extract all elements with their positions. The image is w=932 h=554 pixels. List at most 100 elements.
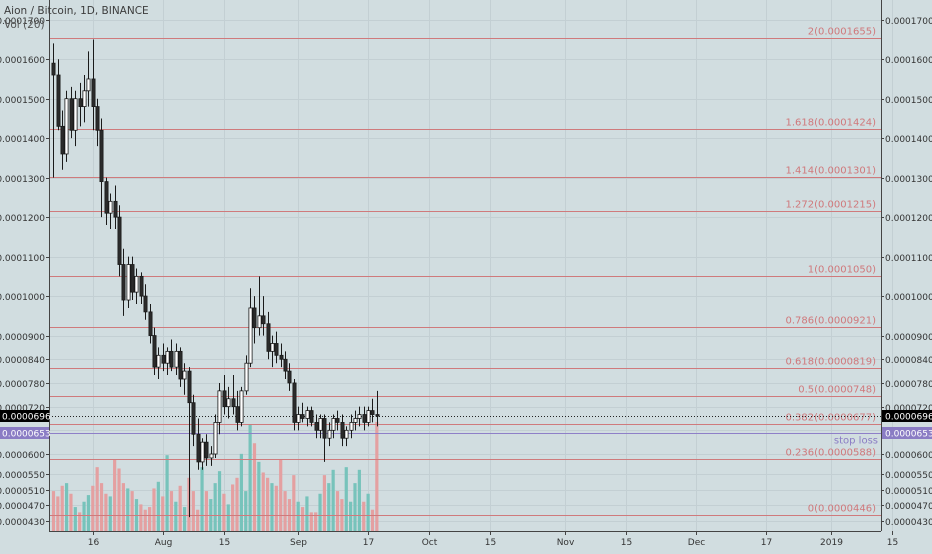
y-tick-label-right: 0.0001700 (885, 17, 932, 27)
candle-body (248, 307, 253, 364)
stop-loss-badge-right-bg (882, 427, 932, 439)
volume-bar (196, 509, 200, 531)
candle-body (309, 410, 314, 423)
candle-body (222, 390, 227, 408)
volume-bar (108, 496, 112, 531)
volume-bar (217, 471, 222, 531)
y-tick-label-left: 0.0000840 (0, 356, 45, 366)
candle-body (226, 398, 231, 408)
candle-body (235, 406, 240, 423)
volume-bar (78, 512, 82, 531)
volume-bar (121, 483, 125, 531)
candle-body (318, 418, 323, 431)
y-tick-label-left: 0.0000550 (0, 471, 45, 481)
candle-body (99, 129, 104, 183)
candle-body (340, 422, 345, 439)
chart-title: Aion / Bitcoin, 1D, BINANCE (4, 5, 149, 17)
y-tick-label-left: 0.0000470 (0, 502, 45, 512)
volume-bar (231, 484, 235, 531)
volume-bar (56, 496, 60, 531)
volume-bar (226, 504, 230, 531)
last-price-badge-left-text: 0.0000696 (2, 413, 51, 423)
x-tick-label: 17 (363, 538, 374, 548)
candle-body (375, 414, 380, 417)
volume-bar (296, 501, 300, 531)
y-tick-label-right: 0.0001100 (885, 254, 932, 264)
volume-bar (51, 491, 56, 531)
candle-body (69, 98, 74, 131)
fibonacci-layer: 2(0.0001655) 1.618(0.0001424) 1.414(0.0001… (49, 27, 881, 516)
candle-body (204, 441, 209, 459)
candle-body (300, 414, 305, 419)
y-tick-label-right: 0.0000510 (885, 487, 932, 497)
last-price-badge-right-bg (882, 410, 932, 422)
x-tick-label: 17 (761, 538, 772, 548)
y-tick-label-right: 0.0000720 (885, 404, 932, 414)
candle-body (200, 441, 205, 463)
candle-body (244, 362, 249, 392)
fib-level-label: 0.236(0.0000588) (785, 448, 876, 459)
volume-bar (187, 477, 191, 531)
candle-body (261, 315, 266, 325)
candle-body (362, 414, 367, 423)
volume-label: Vol (20) (4, 19, 45, 31)
candle-body (187, 370, 192, 404)
candle-body (104, 181, 109, 214)
candle-body (143, 295, 148, 313)
volume-bar (148, 507, 152, 531)
volume-bar (200, 467, 204, 531)
candle-body (314, 422, 319, 431)
y-tick-label-left: 0.0001300 (0, 175, 45, 185)
candle-body (126, 264, 131, 301)
fib-level-label: 1.272(0.0001215) (785, 200, 876, 211)
y-tick-label-left: 0.0001400 (0, 135, 45, 145)
candle-body (191, 402, 196, 435)
volume-bar (331, 469, 335, 531)
volume-bar (318, 493, 322, 531)
fib-level-label: 1(0.0001050) (808, 265, 876, 276)
volume-bar (270, 483, 274, 531)
candle-body (327, 429, 332, 439)
y-tick-label-right: 0.0001500 (885, 96, 932, 106)
volume-bar (95, 467, 99, 531)
volume-bar (104, 493, 108, 531)
candle-body (78, 98, 83, 107)
candle-body (161, 354, 166, 364)
y-tick-label-right: 0.0001600 (885, 56, 932, 66)
candle-body (353, 418, 358, 423)
candle-body (231, 398, 236, 408)
volume-bar (60, 485, 64, 531)
candle-body (357, 414, 362, 419)
y-tick-label-right: 0.0001200 (885, 214, 932, 224)
candle-body (130, 264, 135, 293)
candle-body (73, 98, 78, 131)
volume-bar (248, 424, 252, 531)
candle-body (283, 358, 288, 372)
candle-body (279, 354, 284, 360)
x-tick-label: Oct (422, 538, 438, 548)
volume-bar (322, 475, 327, 531)
candle-body (287, 370, 292, 384)
candle-body (148, 311, 153, 336)
x-tick-label: 16 (88, 538, 100, 548)
volume-bar (252, 443, 257, 531)
stop-loss-badge-right-text: 0.0000653 (885, 430, 932, 440)
volume-bar (335, 491, 340, 531)
candle-body (82, 90, 87, 107)
volume-bar (370, 509, 375, 531)
candle-body (209, 453, 214, 459)
x-tick-label: 2019 (820, 538, 843, 548)
volume-bar (344, 467, 348, 531)
y-tick-label-left: 0.0000720 (0, 404, 45, 414)
candle-body (305, 410, 310, 419)
y-tick-label-left: 0.0000600 (0, 451, 45, 461)
volume-bar (86, 495, 91, 531)
candle-body (86, 78, 91, 92)
y-tick-label-right: 0.0000840 (885, 356, 932, 366)
y-tick-label-left: 0.0001500 (0, 96, 45, 106)
volume-bar (213, 483, 217, 531)
volume-bar (283, 491, 287, 531)
